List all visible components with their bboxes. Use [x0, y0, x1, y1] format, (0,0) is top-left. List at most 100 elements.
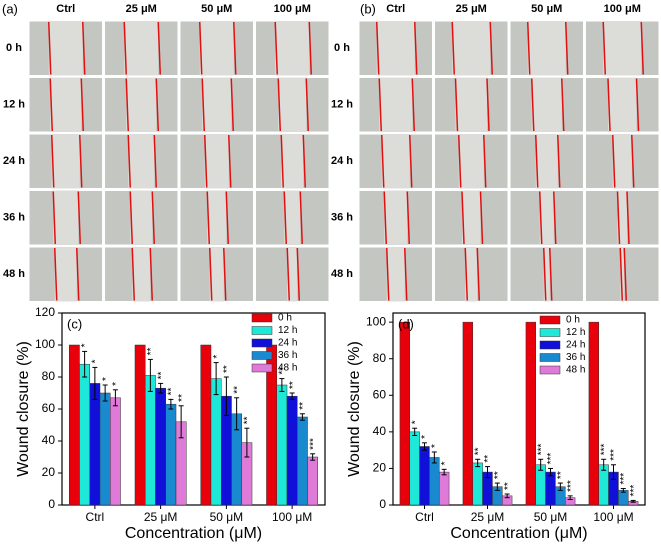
wound-edge: [54, 247, 58, 301]
y-tick-label: 80: [373, 351, 387, 365]
significance-label: **: [473, 447, 484, 455]
legend-swatch: [539, 328, 561, 337]
y-tick-label: 0: [379, 497, 386, 511]
significance-label: ***: [629, 485, 640, 497]
x-tick-label: Ctrl: [86, 510, 105, 524]
significance-label: ***: [609, 449, 620, 461]
wound-edge: [406, 191, 410, 245]
row-label: 12 h: [331, 99, 353, 111]
wound-edge: [299, 191, 303, 245]
row-label: 24 h: [331, 155, 353, 167]
wound-edge: [483, 134, 487, 188]
wound-edge: [82, 21, 86, 75]
significance-label: ***: [566, 480, 577, 492]
wound-edge: [561, 78, 565, 132]
bar: [297, 416, 308, 506]
wound-edge: [302, 134, 306, 188]
wound-edge: [80, 78, 84, 132]
significance-label: *: [420, 435, 431, 439]
significance-label: *: [212, 355, 223, 359]
row-label: 36 h: [331, 212, 353, 224]
bar: [462, 321, 474, 506]
significance-label: **: [243, 416, 254, 424]
wound-area: [126, 77, 157, 132]
x-tick-label: 50 μM: [210, 510, 244, 524]
y-axis-label: Wound closure (%): [15, 341, 32, 477]
significance-label: **: [556, 471, 567, 479]
wound-edge: [527, 21, 531, 75]
wound-area: [543, 247, 550, 302]
wound-area: [51, 134, 80, 189]
bar: [419, 446, 430, 506]
y-tick-label: 40: [373, 424, 387, 438]
wound-edge: [535, 134, 539, 188]
bar: [200, 344, 212, 506]
wound-area: [531, 77, 562, 132]
wound-edge: [557, 134, 561, 188]
y-tick-label: 0: [48, 497, 55, 511]
column-header: 50 μM: [531, 3, 562, 15]
wound-edge: [206, 191, 210, 245]
wound-edge: [131, 247, 135, 301]
wound-area: [376, 21, 415, 76]
wound-area: [202, 77, 232, 132]
legend-label: 48 h: [566, 365, 585, 376]
wound-edge: [451, 21, 455, 75]
wound-edge: [125, 78, 129, 132]
legend-swatch: [251, 326, 273, 335]
legend-swatch: [251, 313, 273, 323]
y-tick-label: 100: [35, 337, 55, 351]
wound-edge: [127, 134, 131, 188]
wound-area: [458, 134, 484, 189]
row-label: 0 h: [6, 42, 22, 54]
significance-label: **: [503, 482, 514, 490]
wound-edge: [409, 134, 413, 188]
significance-label: *: [440, 461, 451, 465]
legend-label: 48 h: [278, 363, 297, 374]
significance-label: *: [111, 382, 122, 386]
x-tick-label: Ctrl: [415, 510, 434, 524]
wound-edge: [151, 191, 155, 245]
wound-area: [612, 134, 632, 189]
wound-edge: [565, 21, 569, 75]
plot-frame: [392, 312, 646, 506]
significance-label: *: [91, 359, 102, 363]
wound-edge: [381, 134, 385, 188]
wound-edge: [223, 247, 227, 301]
significance-label: ***: [308, 438, 319, 450]
wound-edge: [635, 78, 640, 132]
bar: [155, 387, 167, 506]
wound-area: [608, 77, 637, 132]
bar: [438, 471, 450, 506]
bar: [525, 321, 537, 506]
wound-edge: [640, 21, 644, 75]
bar: [535, 464, 546, 506]
wound-area: [275, 21, 310, 76]
y-tick-label: 20: [373, 461, 387, 475]
x-axis-label: Concentration (μM): [125, 525, 262, 542]
significance-label: **: [278, 367, 289, 375]
wound-area: [278, 77, 307, 132]
wound-edge: [274, 21, 278, 75]
wound-area: [527, 21, 566, 76]
wound-edge: [305, 78, 309, 132]
wound-area: [48, 21, 83, 76]
significance-label: ***: [536, 444, 547, 456]
bar: [409, 431, 420, 506]
panel-label: (b): [360, 1, 376, 16]
wound-area: [209, 247, 224, 302]
wound-edge: [543, 247, 547, 301]
bar: [286, 395, 298, 506]
wound-edge: [539, 191, 543, 245]
significance-label: **: [146, 348, 157, 356]
wound-edge: [476, 247, 480, 301]
wound-edge: [404, 247, 408, 301]
wound-area: [381, 134, 410, 189]
wound-area: [128, 134, 155, 189]
significance-label: **: [232, 386, 243, 394]
wound-area: [603, 21, 642, 76]
wound-area: [535, 134, 558, 189]
legend-swatch: [539, 353, 561, 362]
wound-area: [281, 134, 304, 189]
legend-label: 36 h: [566, 352, 585, 363]
